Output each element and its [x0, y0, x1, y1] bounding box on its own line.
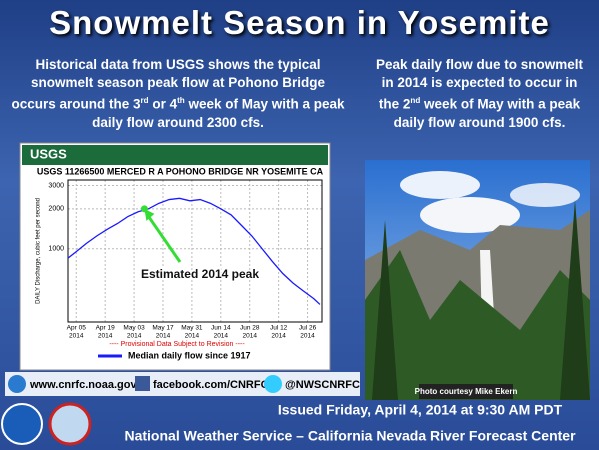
chart-header — [22, 145, 328, 165]
x-tick-label: May 17 — [152, 325, 174, 332]
globe-icon — [8, 375, 26, 393]
line — [67, 197, 321, 305]
right-text: Peak daily flow due to snowmelt in 2014 … — [372, 56, 587, 132]
text: rd — [140, 96, 149, 105]
text: Historical data from USGS shows the typi… — [11, 57, 326, 112]
left-text: Historical data from USGS shows the typi… — [8, 56, 348, 132]
x-tick-label: 2014 — [271, 333, 286, 340]
text: or 4 — [148, 96, 178, 112]
x-tick-label: 2014 — [185, 333, 200, 340]
y-tick-label: 2000 — [48, 206, 64, 213]
chart-title: USGS 11266500 MERCED R A POHONO BRIDGE N… — [37, 166, 324, 176]
annotation-text: Estimated 2014 peak — [141, 267, 259, 281]
x-tick-label: 2014 — [69, 333, 84, 340]
usgs-logo: USGS — [30, 146, 67, 161]
y-axis-label: DAILY Discharge, cubic feet per second — [36, 198, 42, 304]
noaa-logo — [1, 403, 43, 445]
x-tick-label: 2014 — [214, 333, 229, 340]
arrow-head — [144, 208, 155, 221]
x-tick-label: 2014 — [156, 333, 171, 340]
y-tick-label: 1000 — [48, 246, 64, 253]
x-tick-label: Jul 12 — [270, 325, 288, 332]
issued: Issued Friday, April 4, 2014 at 9:30 AM … — [278, 402, 563, 418]
peak-marker — [140, 205, 148, 213]
x-tick-label: 2014 — [242, 333, 257, 340]
facebook-link[interactable]: facebook.com/CNRFC — [153, 379, 269, 391]
x-tick-label: 2014 — [127, 333, 142, 340]
plot-frame — [67, 179, 323, 323]
photo-caption: Photo courtesy Mike Ekern — [415, 387, 518, 396]
text: week of May with a peak daily flow aroun… — [393, 96, 581, 130]
x-tick-label: 2014 — [300, 333, 315, 340]
note: ---- Provisional Data Subject to Revisio… — [109, 341, 245, 348]
x-tick-label: May 03 — [123, 325, 145, 332]
twitter-link[interactable]: @NWSCNRFC — [285, 379, 360, 391]
text: Peak daily flow due to snowmelt in 2014 … — [375, 57, 584, 112]
photo — [365, 160, 590, 400]
text: week of May with a peak daily flow aroun… — [92, 96, 345, 130]
facebook-icon — [135, 376, 150, 391]
x-tick-label: Jun 28 — [240, 325, 260, 332]
nws-logo — [48, 402, 92, 446]
x-tick-label: Apr 19 — [96, 325, 116, 332]
x-tick-label: May 31 — [181, 325, 203, 332]
org: National Weather Service – California Ne… — [124, 428, 576, 444]
twitter-icon — [264, 375, 282, 393]
title: Snowmelt Season in Yosemite — [49, 4, 550, 41]
text: nd — [410, 96, 421, 105]
legend-label: Median daily flow since 1917 — [128, 350, 251, 360]
links-bar — [5, 372, 360, 396]
web-link[interactable]: www.cnrfc.noaa.gov — [29, 379, 137, 391]
y-tick-label: 3000 — [48, 182, 64, 189]
x-tick-label: Apr 05 — [67, 325, 87, 332]
x-tick-label: Jul 26 — [299, 325, 317, 332]
text: th — [177, 96, 185, 105]
x-tick-label: 2014 — [98, 333, 113, 340]
x-tick-label: Jun 14 — [211, 325, 231, 332]
annotation-arrow — [146, 213, 182, 263]
